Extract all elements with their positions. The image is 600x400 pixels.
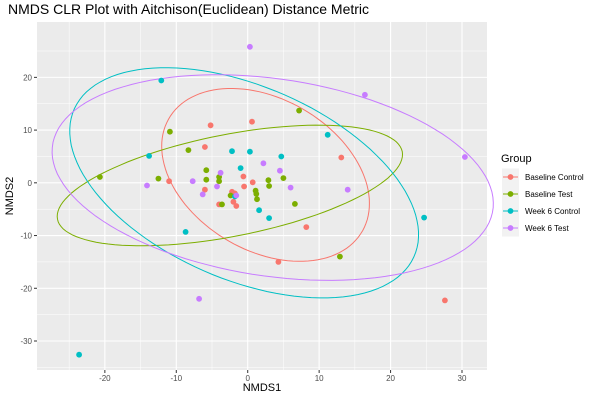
point-week-6-control: [229, 148, 235, 155]
point-week-6-control: [278, 153, 285, 160]
point-week-6-control: [256, 207, 262, 214]
legend: Group Baseline Control Baseline Test Week …: [501, 153, 584, 237]
point-week-6-control: [247, 148, 253, 155]
chart-title: NMDS CLR Plot with Aitchison(Euclidean) …: [8, 1, 369, 17]
point-baseline-control: [275, 259, 282, 265]
legend-key-point: [507, 191, 514, 197]
point-baseline-test: [219, 201, 225, 208]
point-baseline-control: [241, 183, 248, 190]
ellipse-week-6-control: [69, 67, 419, 299]
legend-key-point: [507, 225, 514, 231]
point-baseline-test: [167, 128, 173, 135]
point-week-6-test: [189, 178, 196, 185]
point-week-6-test: [144, 182, 150, 189]
grid-lines: [37, 22, 487, 370]
point-baseline-control: [202, 186, 208, 193]
y-tick-label: 20: [23, 73, 32, 82]
point-baseline-control: [249, 179, 256, 186]
point-baseline-control: [230, 198, 237, 205]
point-week-6-control: [421, 214, 427, 221]
y-axis-title: NMDS2: [4, 177, 16, 216]
point-baseline-test: [292, 201, 298, 207]
point-week-6-test: [287, 184, 294, 191]
point-baseline-test: [203, 176, 210, 183]
point-baseline-test: [254, 196, 260, 203]
legend-label-baseline-control: Baseline Control: [525, 173, 584, 182]
y-tick-label: -10: [20, 232, 32, 241]
legend-label-week-6-test: Week 6 Test: [525, 224, 570, 233]
point-week-6-test: [344, 186, 351, 193]
ellipse-baseline-test: [56, 124, 404, 247]
point-week-6-test: [196, 295, 203, 302]
legend-key-point: [507, 208, 514, 214]
y-tick-label: 10: [23, 126, 32, 135]
point-week-6-control: [146, 153, 153, 159]
point-baseline-control: [303, 224, 310, 231]
point-week-6-test: [362, 91, 368, 98]
point-baseline-control: [207, 122, 214, 129]
point-baseline-control: [442, 297, 448, 304]
point-baseline-control: [240, 173, 247, 180]
legend-label-week-6-control: Week 6 Control: [525, 207, 580, 216]
x-tick-label: 30: [458, 374, 467, 383]
point-baseline-test: [253, 191, 260, 197]
legend-title: Group: [501, 153, 532, 165]
point-week-6-control: [76, 351, 82, 358]
legend-label-baseline-test: Baseline Test: [525, 190, 573, 199]
x-tick-label: -10: [171, 374, 183, 383]
ellipse-week-6-test: [51, 74, 494, 281]
confidence-ellipses: [51, 67, 494, 299]
point-week-6-test: [233, 192, 240, 199]
plot-panel: [37, 22, 487, 370]
point-baseline-test: [185, 147, 192, 154]
x-tick-label: 0: [245, 374, 250, 383]
point-baseline-control: [166, 178, 173, 185]
point-baseline-test: [265, 177, 272, 184]
point-week-6-control: [237, 165, 244, 172]
point-week-6-control: [324, 131, 331, 138]
point-baseline-test: [266, 183, 272, 189]
point-baseline-control: [338, 154, 345, 161]
point-week-6-test: [462, 154, 468, 160]
point-baseline-control: [202, 144, 208, 150]
point-baseline-test: [337, 253, 343, 260]
legend-items: Baseline Control Baseline Test Week 6 Cont…: [502, 168, 584, 237]
x-tick-label: 20: [386, 374, 395, 383]
point-baseline-test: [97, 174, 103, 180]
point-week-6-test: [217, 169, 224, 176]
point-week-6-test: [214, 183, 220, 190]
point-week-6-control: [266, 215, 272, 222]
ellipse-baseline-control: [161, 88, 370, 262]
y-tick-label: 0: [28, 179, 33, 188]
point-week-6-test: [260, 160, 267, 167]
x-axis-title: NMDS1: [243, 382, 282, 394]
axis-ticks: -20 -10 0 10 20 30 -30 -20 -10 0 10 20: [20, 73, 467, 383]
legend-key-point: [507, 174, 514, 180]
point-week-6-control: [182, 229, 189, 235]
point-week-6-test: [247, 43, 253, 50]
point-baseline-control: [249, 118, 255, 125]
y-tick-label: -30: [20, 337, 32, 346]
point-week-6-test: [277, 167, 283, 174]
point-baseline-test: [216, 178, 223, 185]
x-tick-label: -20: [99, 374, 111, 383]
data-points: [76, 43, 468, 358]
point-baseline-test: [280, 175, 287, 182]
point-week-6-control: [158, 77, 165, 84]
point-baseline-test: [296, 107, 302, 114]
x-tick-label: 10: [315, 374, 324, 383]
y-tick-label: -20: [20, 284, 32, 293]
point-baseline-control: [233, 203, 240, 209]
point-baseline-test: [155, 175, 162, 182]
point-week-6-test: [199, 191, 206, 198]
point-baseline-test: [203, 167, 210, 174]
